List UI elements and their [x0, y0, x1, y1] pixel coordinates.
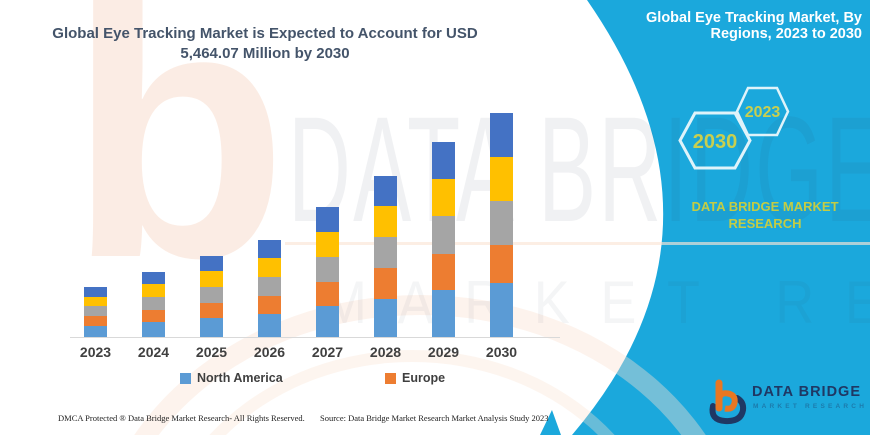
bar-2029 [432, 141, 455, 338]
bar-segment [258, 258, 281, 278]
bar-2026 [258, 239, 281, 338]
bar-2028 [374, 175, 397, 338]
bar-segment [316, 206, 339, 232]
chart-title: Global Eye Tracking Market is Expected t… [52, 25, 478, 62]
bar-segment [258, 314, 281, 338]
bar-segment [374, 175, 397, 207]
logo-subtext: MARKET RESEARCH [753, 403, 866, 410]
bar-2024 [142, 271, 165, 338]
bar-2030 [490, 113, 513, 338]
bar-segment [374, 237, 397, 269]
bar-segment [432, 141, 455, 179]
bar-segment [84, 325, 107, 338]
bar-segment [316, 306, 339, 338]
hexagon-2023-label: 2023 [745, 104, 781, 121]
hexagon-2030-icon [678, 111, 752, 170]
logo-swoosh-icon [709, 395, 747, 425]
bar-segment [258, 295, 281, 315]
bar-segment [200, 287, 223, 303]
footer-source-text: Source: Data Bridge Market Research Mark… [320, 413, 549, 423]
bar-segment [200, 318, 223, 338]
bar-segment [258, 277, 281, 296]
bar-segment [84, 315, 107, 326]
hexagon-2030-label: 2030 [693, 131, 738, 153]
bar-segment [142, 297, 165, 310]
bar-segment [142, 309, 165, 322]
bar-segment [374, 206, 397, 238]
bar-segment [374, 268, 397, 299]
legend-item-europe: Europe [385, 371, 445, 385]
legend-swatch-north-america-icon [180, 372, 191, 384]
bar-segment [84, 306, 107, 316]
bar-2023 [84, 286, 107, 338]
bar-segment [200, 302, 223, 319]
data-bridge-logo: DATA BRIDGE MARKET RESEARCH [709, 379, 866, 425]
bar-segment [432, 253, 455, 291]
logo-name-text: DATA BRIDGE [752, 384, 861, 400]
x-axis-label: 2028 [369, 344, 402, 360]
x-axis-label: 2029 [427, 344, 460, 360]
x-axis-label: 2023 [79, 344, 112, 360]
x-axis-label: 2027 [311, 344, 344, 360]
watermark-market-research-text: MARKET RESEARCH [322, 269, 870, 336]
bar-segment [200, 255, 223, 272]
bar-segment [490, 156, 513, 201]
legend-swatch-europe-icon [385, 372, 396, 384]
x-axis-label: 2025 [195, 344, 228, 360]
x-axis-label: 2030 [485, 344, 518, 360]
banner-brand-text: DATA BRIDGE MARKET RESEARCH [691, 199, 839, 231]
bar-segment [84, 286, 107, 297]
bar-segment [432, 216, 455, 254]
watermark-b-logo-icon: b [68, 0, 288, 333]
legend-label: North America [197, 371, 283, 385]
bar-segment [142, 284, 165, 298]
bar-segment [432, 290, 455, 338]
watermark-divider-line [285, 242, 870, 245]
bar-segment [490, 200, 513, 246]
bar-segment [316, 256, 339, 282]
legend-label: Europe [402, 371, 446, 385]
bar-segment [490, 113, 513, 157]
bar-segment [200, 271, 223, 288]
bar-segment [490, 245, 513, 284]
bar-segment [490, 283, 513, 338]
x-axis-label: 2024 [137, 344, 170, 360]
bar-segment [374, 298, 397, 338]
bar-2025 [200, 255, 223, 338]
hexagon-2023-icon [735, 86, 790, 137]
bar-segment [142, 321, 165, 338]
x-axis-line [70, 337, 560, 338]
bar-segment [316, 281, 339, 307]
logo-b-bowl-icon [716, 390, 738, 412]
bar-segment [316, 231, 339, 257]
bar-segment [432, 178, 455, 217]
bar-2027 [316, 206, 339, 338]
footer-dmca-text: DMCA Protected ® Data Bridge Market Rese… [58, 413, 305, 423]
bar-segment [258, 239, 281, 259]
bar-segment [84, 296, 107, 307]
x-axis-label: 2026 [253, 344, 286, 360]
bar-segment [142, 271, 165, 285]
banner-headline: Global Eye Tracking Market, By Regions, … [646, 10, 862, 42]
legend-item-north-america: North America [180, 371, 283, 385]
